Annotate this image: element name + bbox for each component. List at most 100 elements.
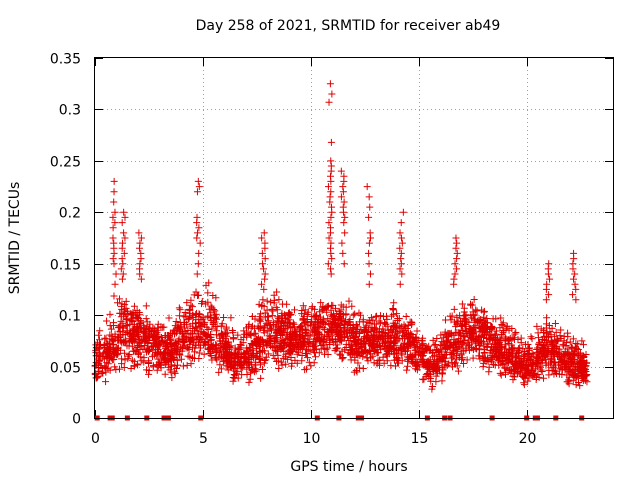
data-point — [225, 353, 233, 361]
data-point — [341, 319, 349, 327]
x-tick-label: 0 — [91, 431, 100, 447]
data-point — [121, 349, 129, 357]
data-point — [353, 368, 361, 376]
data-point — [274, 317, 282, 325]
data-point — [311, 305, 319, 313]
data-point — [359, 318, 367, 326]
data-point — [432, 378, 440, 386]
data-point — [309, 341, 317, 349]
data-point — [485, 368, 493, 376]
data-point — [341, 229, 349, 237]
data-point — [107, 325, 115, 333]
data-point — [332, 304, 340, 312]
data-point — [100, 355, 108, 363]
data-point — [121, 301, 129, 309]
data-point — [475, 352, 483, 360]
data-point — [542, 320, 550, 328]
data-point — [186, 309, 194, 317]
data-point — [183, 320, 191, 328]
data-point — [125, 351, 133, 359]
data-point — [204, 326, 212, 334]
data-point — [429, 353, 437, 361]
data-point — [161, 350, 169, 358]
data-point — [548, 367, 556, 375]
data-point — [579, 341, 587, 349]
data-point — [512, 328, 520, 336]
data-point — [277, 358, 285, 366]
data-point — [544, 333, 552, 341]
data-point — [412, 362, 420, 370]
data-point — [404, 355, 412, 363]
data-point — [572, 374, 580, 382]
data-point — [363, 354, 371, 362]
data-point — [542, 361, 550, 369]
data-point — [552, 328, 560, 336]
data-point — [365, 239, 373, 247]
data-point — [322, 339, 330, 347]
data-point — [359, 365, 367, 373]
data-point — [259, 260, 267, 268]
data-point — [480, 334, 488, 342]
data-point — [462, 316, 470, 324]
data-point — [119, 260, 127, 268]
data-point — [435, 355, 443, 363]
data-point — [384, 350, 392, 358]
data-point — [389, 305, 397, 313]
data-point — [280, 338, 288, 346]
data-point — [111, 346, 119, 354]
data-point — [251, 329, 259, 337]
data-point — [326, 80, 334, 88]
data-point — [164, 363, 172, 371]
data-point — [252, 344, 260, 352]
data-point — [173, 365, 181, 373]
data-point — [229, 334, 237, 342]
data-point — [565, 380, 573, 388]
data-point — [491, 336, 499, 344]
data-point — [318, 318, 326, 326]
data-point — [460, 304, 468, 312]
data-point — [145, 370, 153, 378]
data-point — [311, 337, 319, 345]
data-point — [571, 343, 579, 351]
data-point — [345, 336, 353, 344]
data-point — [137, 342, 145, 350]
data-point — [325, 98, 333, 106]
data-point — [176, 306, 184, 314]
data-point — [235, 359, 243, 367]
data-point — [583, 378, 591, 386]
data-point — [198, 297, 206, 305]
data-point — [142, 315, 150, 323]
data-point — [227, 357, 235, 365]
data-point — [393, 310, 401, 318]
data-point — [119, 270, 127, 278]
data-point — [232, 349, 240, 357]
data-point — [455, 335, 463, 343]
data-point — [116, 310, 124, 318]
data-point — [304, 354, 312, 362]
data-point — [102, 378, 110, 386]
data-point — [121, 213, 129, 221]
data-point — [204, 312, 212, 320]
data-point — [465, 341, 473, 349]
data-point — [362, 334, 370, 342]
data-point — [123, 321, 131, 329]
data-point — [204, 338, 212, 346]
data-point — [170, 355, 178, 363]
data-point — [489, 344, 497, 352]
data-point — [187, 296, 195, 304]
data-point — [273, 288, 281, 296]
data-point — [181, 308, 189, 316]
data-point — [467, 334, 475, 342]
y-tick-label: 0.3 — [59, 103, 81, 119]
data-point — [554, 352, 562, 360]
data-point — [327, 177, 335, 185]
data-point — [436, 341, 444, 349]
data-point — [569, 368, 577, 376]
data-point — [176, 324, 184, 332]
data-point — [418, 357, 426, 365]
data-point — [256, 317, 264, 325]
data-point — [275, 364, 283, 372]
data-point — [152, 330, 160, 338]
data-point — [174, 348, 182, 356]
data-point — [547, 331, 555, 339]
